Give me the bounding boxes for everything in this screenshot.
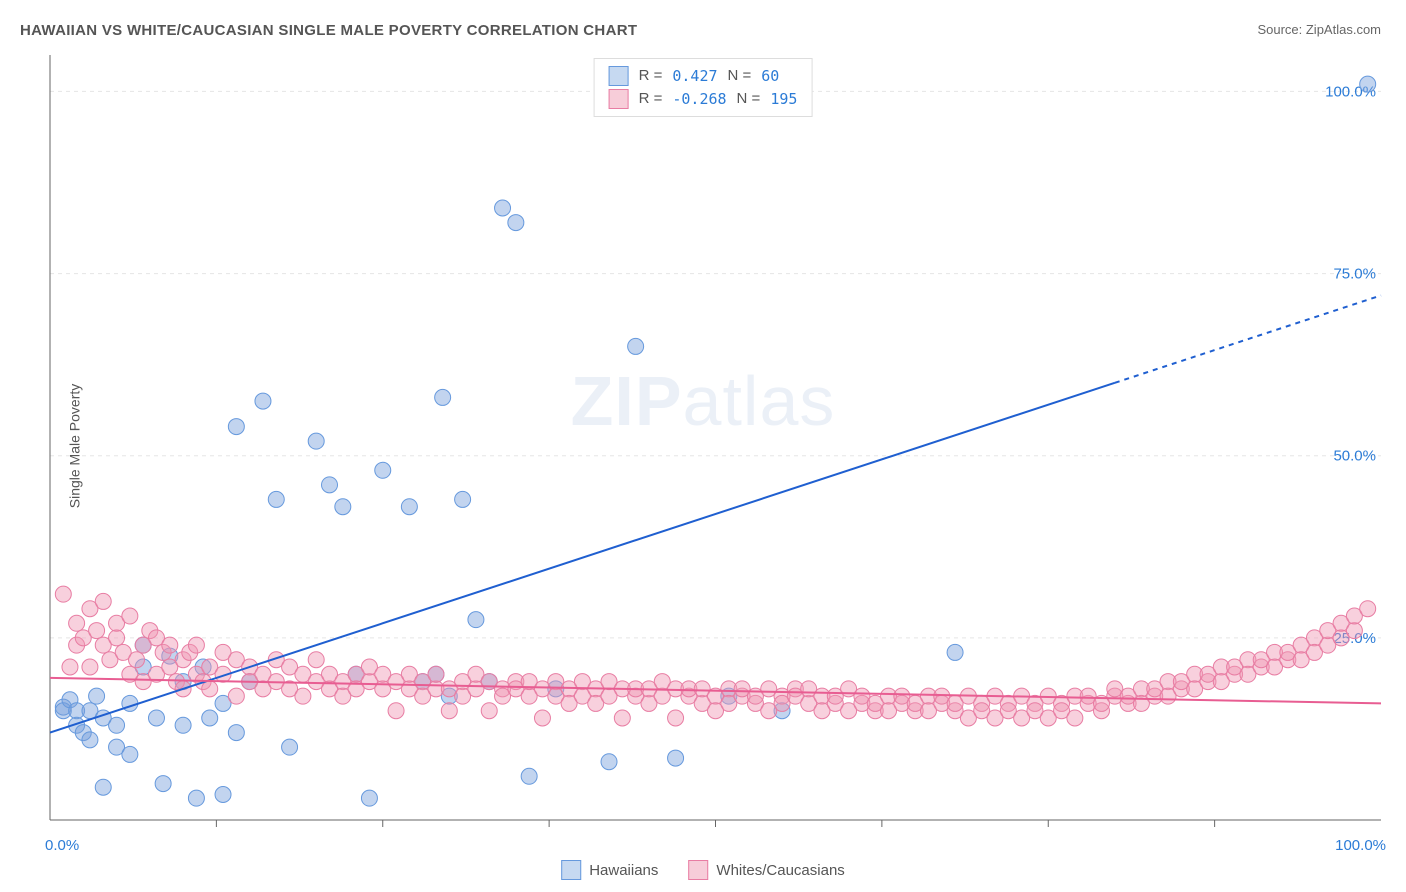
stats-n-label: N =	[728, 65, 752, 88]
stats-r-label: R =	[639, 65, 663, 88]
bottom-legend: Hawaiians Whites/Caucasians	[561, 860, 845, 880]
stats-swatch	[609, 66, 629, 86]
scatter-chart: 25.0%50.0%75.0%100.0%0.0%100.0%	[0, 0, 1406, 892]
stats-r-value: 0.427	[672, 65, 717, 88]
svg-text:75.0%: 75.0%	[1333, 266, 1376, 283]
correlation-stats-box: R = 0.427 N = 60R =-0.268 N = 195	[594, 58, 813, 117]
svg-text:0.0%: 0.0%	[45, 837, 79, 854]
legend-item: Hawaiians	[561, 860, 658, 880]
stats-r-value: -0.268	[672, 88, 726, 111]
stats-n-value: 60	[761, 65, 779, 88]
svg-text:50.0%: 50.0%	[1333, 448, 1376, 465]
stats-r-label: R =	[639, 88, 663, 111]
y-axis-label: Single Male Poverty	[66, 384, 82, 509]
legend-label: Whites/Caucasians	[716, 862, 844, 879]
stats-n-value: 195	[770, 88, 797, 111]
chart-title: HAWAIIAN VS WHITE/CAUCASIAN SINGLE MALE …	[20, 22, 637, 39]
legend-item: Whites/Caucasians	[688, 860, 844, 880]
legend-label: Hawaiians	[589, 862, 658, 879]
legend-swatch	[561, 860, 581, 880]
stats-swatch	[609, 89, 629, 109]
stats-row: R = -0.268 N = 195	[609, 88, 798, 111]
stats-row: R = 0.427 N = 60	[609, 65, 798, 88]
stats-n-label: N =	[737, 88, 761, 111]
svg-text:100.0%: 100.0%	[1335, 837, 1386, 854]
legend-swatch	[688, 860, 708, 880]
source-attribution: Source: ZipAtlas.com	[1257, 22, 1381, 37]
